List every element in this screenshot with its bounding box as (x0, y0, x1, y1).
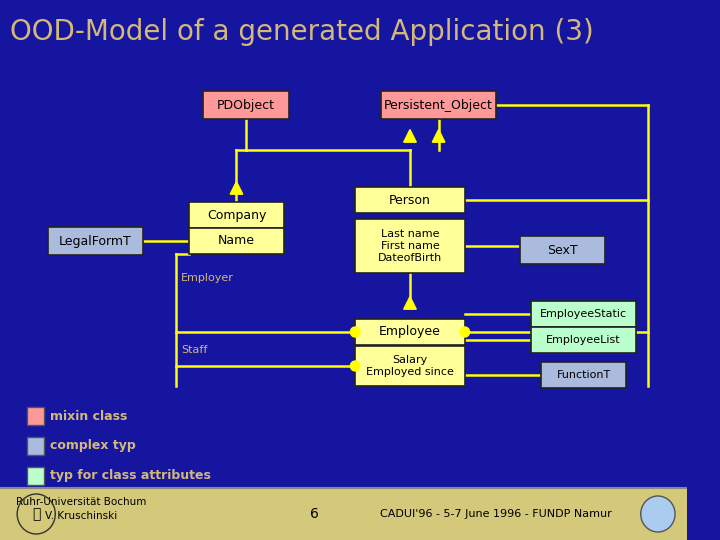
Text: PDObject: PDObject (217, 98, 275, 111)
Text: Employee: Employee (379, 326, 441, 339)
Bar (355, 319, 465, 345)
Text: LegalFormT: LegalFormT (59, 234, 132, 247)
Text: Persistent_Object: Persistent_Object (384, 98, 493, 111)
Text: Company: Company (207, 208, 266, 221)
Circle shape (460, 327, 469, 337)
Bar (0, 488, 686, 540)
Polygon shape (432, 130, 445, 142)
Text: 🎓: 🎓 (32, 507, 40, 521)
Circle shape (351, 361, 360, 371)
Polygon shape (404, 296, 416, 309)
Text: mixin class: mixin class (50, 409, 127, 422)
Text: EmployeeStatic: EmployeeStatic (540, 309, 627, 319)
Bar (531, 301, 636, 327)
Bar (520, 236, 606, 264)
Polygon shape (404, 130, 416, 142)
Bar (541, 362, 626, 388)
Text: Salary
Employed since: Salary Employed since (366, 355, 454, 377)
Bar (355, 346, 465, 386)
Bar (531, 327, 636, 353)
Text: SexT: SexT (547, 244, 578, 256)
Text: Staff: Staff (181, 345, 207, 355)
Text: complex typ: complex typ (50, 440, 135, 453)
Bar (189, 202, 284, 228)
Bar (355, 219, 465, 273)
Circle shape (641, 496, 675, 532)
Text: typ for class attributes: typ for class attributes (50, 469, 210, 483)
Bar (203, 91, 289, 119)
Bar (27, 437, 44, 455)
Text: OOD-Model of a generated Application (3): OOD-Model of a generated Application (3) (9, 18, 593, 46)
Bar (189, 228, 284, 254)
Text: Employer: Employer (181, 273, 234, 283)
Text: FunctionT: FunctionT (557, 370, 611, 380)
Circle shape (351, 327, 360, 337)
Polygon shape (230, 181, 243, 194)
Bar (382, 91, 496, 119)
Text: Ruhr-Universität Bochum
V. Kruschinski: Ruhr-Universität Bochum V. Kruschinski (16, 497, 146, 521)
Text: Person: Person (389, 193, 431, 206)
Bar (355, 187, 465, 213)
Text: Name: Name (218, 234, 255, 247)
Text: EmployeeList: EmployeeList (546, 335, 621, 345)
Text: 6: 6 (310, 507, 319, 521)
Text: Last name
First name
DateofBirth: Last name First name DateofBirth (378, 230, 442, 262)
Bar (27, 407, 44, 425)
Bar (48, 227, 143, 255)
Bar (27, 467, 44, 485)
Text: CADUI'96 - 5-7 June 1996 - FUNDP Namur: CADUI'96 - 5-7 June 1996 - FUNDP Namur (380, 509, 612, 519)
